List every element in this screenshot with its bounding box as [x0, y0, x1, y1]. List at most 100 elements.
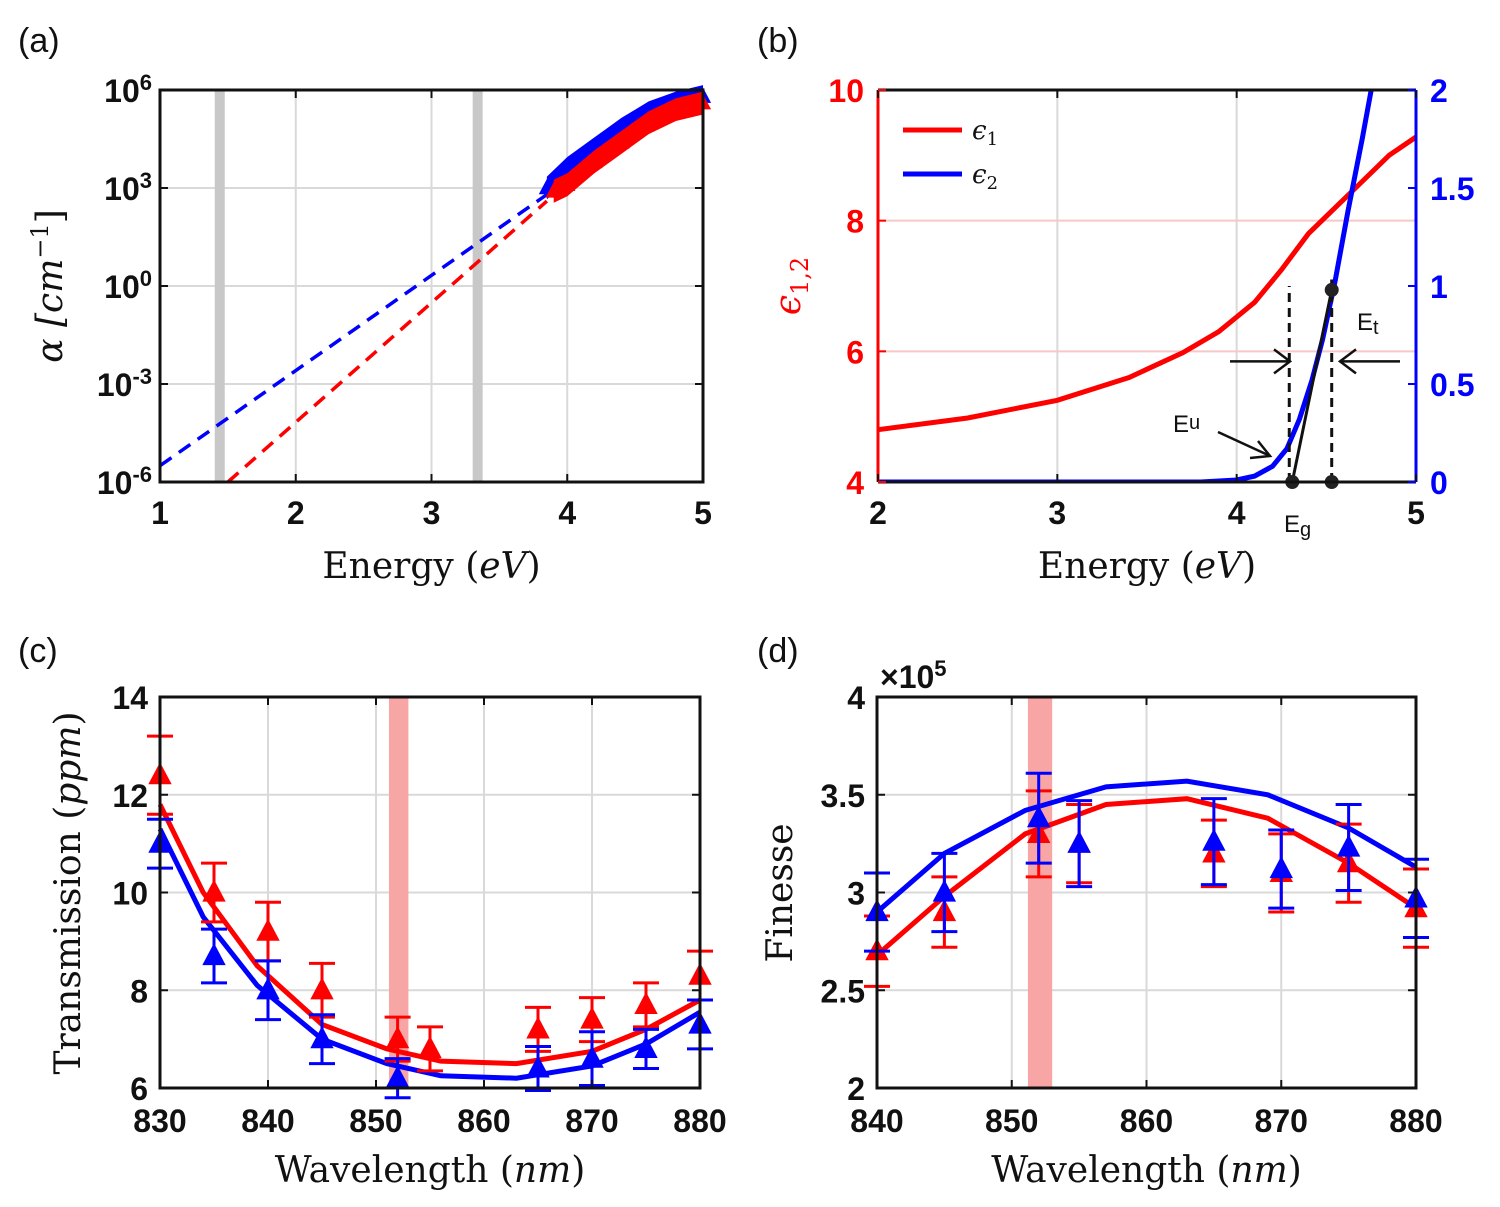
- x-axis-label: Energy (eV): [1038, 546, 1256, 587]
- x-label-close: ): [527, 546, 541, 587]
- data-marker-red: [586, 152, 603, 169]
- y-tick-label: 4: [847, 680, 865, 716]
- x-label-var: nm: [514, 1150, 571, 1191]
- x-tick-label: 830: [133, 1103, 186, 1139]
- y-tick-label: 10-3: [97, 364, 152, 404]
- x-tick-label: 880: [673, 1103, 726, 1139]
- x-tick-label: 1: [151, 495, 169, 531]
- shaded-wavelength-band: [388, 697, 409, 1088]
- data-marker-red: [526, 1016, 550, 1039]
- x-tick-label: 850: [985, 1103, 1038, 1139]
- y-label-base: ϵ: [768, 295, 809, 315]
- y-tick-label: 10: [112, 876, 148, 912]
- data-marker-red: [634, 991, 658, 1015]
- exponent-times: ×10: [880, 659, 934, 695]
- legend-entry: ϵ2: [972, 160, 998, 194]
- et-sub: t: [1373, 317, 1379, 339]
- data-marker-red: [667, 100, 684, 116]
- y-tick-label: 100: [104, 266, 152, 306]
- fit-line-red: [226, 199, 549, 484]
- y-tick-label: 10-6: [97, 462, 152, 502]
- y-axis-label: Finesse: [760, 823, 801, 962]
- data-marker-red: [640, 113, 657, 129]
- tangent-top-point: [1324, 282, 1339, 297]
- y-left-tick-label: 8: [846, 204, 864, 240]
- data-marker-blue: [310, 1026, 334, 1049]
- model-line-red: [157, 803, 702, 1067]
- y-label-close: ): [48, 711, 89, 725]
- legend-entry: ϵ1: [972, 116, 998, 150]
- x-tick-label: 3: [1048, 495, 1066, 531]
- arrow-left-head: [1273, 348, 1293, 375]
- y-tick-label: 2.5: [821, 973, 865, 1009]
- arrow-right-head: [1337, 348, 1357, 375]
- y-left-tick-label: 6: [846, 334, 864, 370]
- y-axis-label-left: ϵ1,2: [768, 257, 814, 315]
- y-tick-exp: 6: [140, 70, 152, 95]
- x-label-text: Energy (: [322, 546, 479, 587]
- y-right-tick-label: 2: [1430, 73, 1448, 109]
- eg-label: Eg: [1284, 511, 1311, 541]
- x-axis-label: Wavelength (nm): [275, 1150, 586, 1191]
- y-tick-label: 14: [112, 680, 148, 716]
- y-tick-base: 10: [104, 73, 140, 109]
- x-axis-label: Energy (eV): [322, 546, 540, 587]
- data-marker-red: [202, 879, 226, 902]
- exponent-label: ×105: [880, 656, 947, 696]
- y-label-unit: [cm: [30, 259, 71, 327]
- data-marker-red: [545, 182, 562, 198]
- y-tick-exp: 0: [140, 266, 152, 291]
- eg-sub: g: [1300, 519, 1311, 541]
- x-tick-label: 870: [565, 1103, 618, 1139]
- x-tick-label: 850: [349, 1103, 402, 1139]
- y-label-var: ppm: [48, 726, 89, 806]
- y-tick-label: 6: [130, 1071, 148, 1107]
- eu-sub: u: [1189, 412, 1200, 434]
- panel-label-b: (b): [757, 22, 799, 60]
- data-marker-blue: [1027, 805, 1051, 828]
- y-tick-label: 103: [104, 168, 152, 208]
- legend-sub: 2: [987, 173, 998, 194]
- arrow-eu-head: [1249, 440, 1273, 460]
- x-label-close: ): [1288, 1150, 1302, 1191]
- panel-label-d: (d): [757, 632, 799, 670]
- x-tick-label: 5: [1407, 495, 1425, 531]
- data-marker-blue: [526, 1055, 550, 1078]
- tangent-line: [1290, 289, 1334, 483]
- y-tick-base: 10: [104, 269, 140, 305]
- panel-d: (d) 840 850 860 870 880 2 2.5 3 3.5 4 Wavelength (n…: [757, 632, 1443, 1191]
- y-tick-base: 10: [97, 367, 133, 403]
- y-tick-label: 3: [847, 876, 865, 912]
- data-marker-blue: [1067, 830, 1091, 853]
- data-marker-blue: [932, 879, 957, 902]
- x-tick-label: 840: [241, 1103, 294, 1139]
- y-axis-label: α [cm−1]: [26, 209, 71, 363]
- eu-main: E: [1173, 411, 1189, 438]
- y-right-tick-label: 0.5: [1430, 367, 1474, 403]
- data-marker-red: [256, 918, 280, 941]
- x-tick-label: 870: [1255, 1103, 1308, 1139]
- data-marker-red: [385, 1026, 410, 1049]
- model-line-blue: [157, 827, 702, 1081]
- panel-label-c: (c): [18, 632, 58, 670]
- y-tick-base: 10: [97, 465, 133, 501]
- shaded-wavelength-band: [1027, 697, 1053, 1088]
- x-tick-label: 4: [558, 495, 576, 531]
- shaded-wavelength-band: [472, 90, 483, 482]
- y-right-tick-label: 1.5: [1430, 171, 1474, 207]
- x-label-text: Wavelength (: [991, 1150, 1230, 1191]
- x-tick-label: 4: [1228, 495, 1246, 531]
- y-right-tick-label: 1: [1430, 269, 1448, 305]
- data-marker-red: [613, 133, 630, 149]
- x-label-close: ): [571, 1150, 585, 1191]
- y-tick-label: 2: [847, 1071, 865, 1107]
- model-line-red: [875, 796, 1418, 957]
- x-label-var: eV: [479, 546, 530, 587]
- data-marker-blue: [634, 1035, 658, 1058]
- x-tick-label: 860: [1120, 1103, 1173, 1139]
- x-label-var: nm: [1230, 1150, 1287, 1191]
- y-left-tick-label: 10: [828, 73, 864, 109]
